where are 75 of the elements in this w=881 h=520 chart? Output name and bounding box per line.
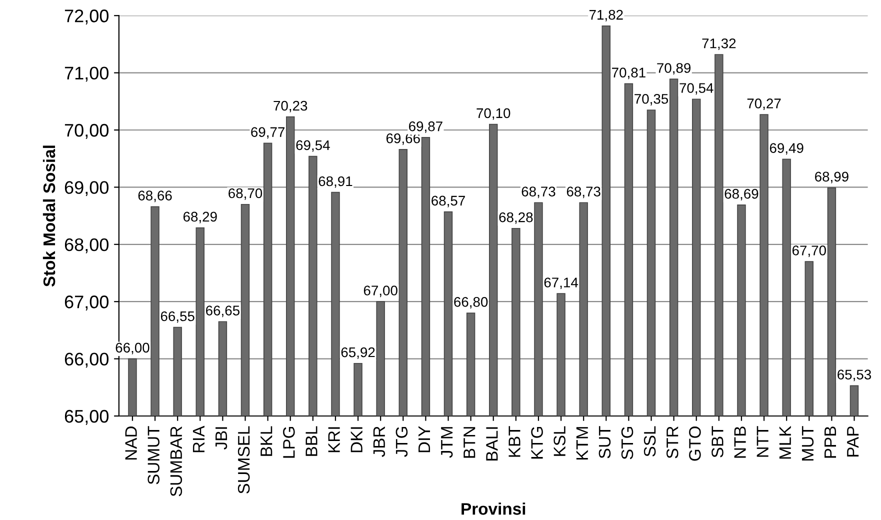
data-label: 68,57 <box>432 196 465 208</box>
x-tick-label: MLK <box>779 426 791 459</box>
data-label: 68,28 <box>499 212 533 224</box>
y-tick-label: 70,00 <box>64 124 109 139</box>
x-tick-label: BBL <box>306 426 318 456</box>
x-tick-label: NTT <box>756 426 768 457</box>
y-tick-label: 68,00 <box>64 238 109 254</box>
x-tick-label: JTG <box>396 426 408 457</box>
data-label: 65,53 <box>838 370 872 382</box>
data-label: 71,32 <box>702 38 736 50</box>
data-label: 70,81 <box>612 68 646 80</box>
data-label: 71,82 <box>589 10 623 22</box>
x-axis-title: Provinsi <box>462 502 526 515</box>
x-tick-label: DKI <box>350 427 362 452</box>
data-label: 67,00 <box>364 286 398 298</box>
x-tick-label: SBT <box>712 426 724 458</box>
data-label: 68,70 <box>228 188 262 200</box>
x-tick-label: PPB <box>824 426 836 458</box>
data-label: 68,66 <box>138 190 172 202</box>
y-tick-label: 72,00 <box>64 10 109 24</box>
x-tick-label: KRI <box>328 427 340 452</box>
x-tick-label: SUMUT <box>148 426 160 484</box>
x-tick-label: SUMBAR <box>170 426 182 496</box>
data-label: 68,91 <box>318 176 352 188</box>
x-tick-label: JBR <box>373 426 386 457</box>
data-label: 68,99 <box>815 172 848 184</box>
data-label: 67,70 <box>792 246 826 258</box>
x-tick-label: JTM <box>441 427 453 458</box>
y-axis-title: Stok Modal Sosial <box>42 146 56 287</box>
x-tick-label: KTG <box>531 426 543 459</box>
x-tick-label: GTO <box>689 426 701 461</box>
x-tick-label: JBI <box>216 427 228 450</box>
data-label: 66,65 <box>206 306 240 318</box>
data-label: 69,49 <box>770 143 804 155</box>
data-label: 69,87 <box>409 121 442 133</box>
x-tick-label: SUMSEL <box>238 426 250 494</box>
x-tick-label: MUT <box>802 426 814 460</box>
data-label: 70,54 <box>680 83 714 95</box>
x-tick-label: DIY <box>418 426 430 452</box>
y-tick-label: 67,00 <box>64 296 109 310</box>
y-tick-label: 71,00 <box>64 66 109 82</box>
data-label: 66,00 <box>116 342 150 354</box>
x-tick-label: NTB <box>734 426 746 458</box>
data-label: 66,80 <box>454 297 488 309</box>
x-tick-label: BKL <box>260 426 272 456</box>
x-tick-label: BALI <box>486 427 498 460</box>
x-tick-label: LPG <box>283 426 295 458</box>
data-label: 70,10 <box>476 108 510 120</box>
x-tick-label: KTM <box>576 427 588 460</box>
data-label: 68,69 <box>724 188 758 200</box>
y-tick-label: 65,00 <box>64 410 109 425</box>
data-label: 70,89 <box>657 63 691 75</box>
data-label: 68,73 <box>522 186 556 198</box>
x-tick-label: SSL <box>644 426 656 456</box>
x-tick-label: BTN <box>464 427 476 458</box>
x-tick-label: KBT <box>508 426 520 457</box>
data-label: 68,29 <box>183 212 217 224</box>
data-label: 68,73 <box>566 186 600 198</box>
data-label: 67,14 <box>544 278 578 290</box>
x-tick-label: KSL <box>554 426 566 456</box>
x-tick-label: STR <box>666 426 678 458</box>
y-tick-label: 69,00 <box>64 181 109 196</box>
data-label: 65,92 <box>341 347 375 359</box>
data-label: 70,27 <box>747 98 781 110</box>
y-tick-label: 66,00 <box>64 352 109 368</box>
data-label: 70,35 <box>634 94 668 106</box>
x-tick-label: STG <box>621 426 634 460</box>
x-tick-label: PAP <box>847 426 859 456</box>
data-label: 70,23 <box>274 100 308 112</box>
data-label: 66,55 <box>160 311 194 323</box>
x-tick-label: RIA <box>192 426 204 452</box>
x-tick-label: SUT <box>598 426 611 458</box>
x-tick-label: NAD <box>125 426 137 460</box>
data-label: 69,77 <box>251 127 284 139</box>
data-label: 69,54 <box>296 140 330 152</box>
